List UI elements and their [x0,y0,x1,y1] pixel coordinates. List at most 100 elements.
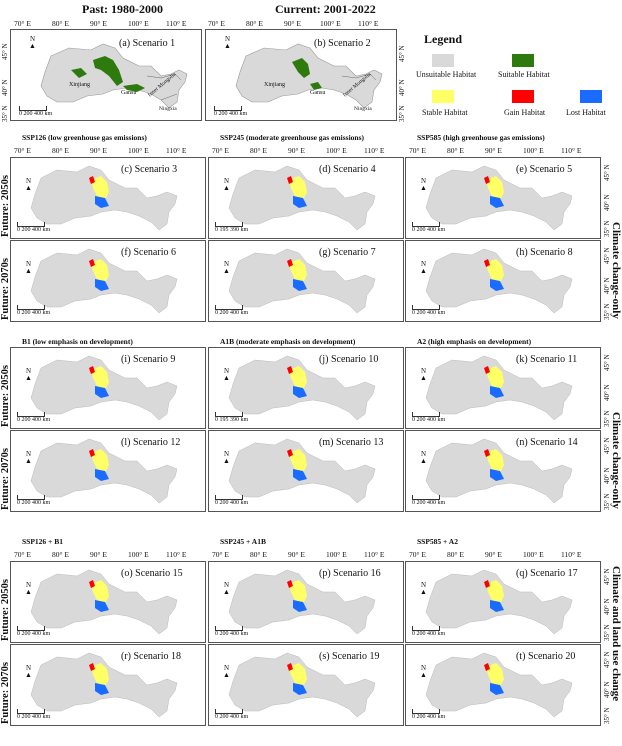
legend-swatch-lost [580,90,602,103]
lat-label: 35° N [398,105,406,122]
scenario-label: (m) Scenario 13 [319,437,384,448]
scale-bar: 0 195 390 km [215,412,248,423]
legend-swatch-stable [432,90,454,103]
map-graphic [30,438,178,504]
lon-label: 80° E [246,19,263,28]
north-arrow-icon: N ▲ [420,581,427,596]
north-arrow-icon: N ▲ [420,367,427,382]
region-gain [89,580,95,588]
legend-title: Legend [424,32,463,46]
north-arrow-icon: N ▲ [25,260,32,275]
scenario-label: (o) Scenario 15 [121,568,183,579]
map-panel-scenario: (i) Scenario 9 N ▲ 0 200 400 km [10,347,206,429]
map-panel-scenario: (f) Scenario 6 N ▲ 0 200 400 km [10,240,206,322]
map-graphic [228,248,376,314]
lon-label: 80° E [250,550,267,559]
region-stable [289,580,307,604]
section-header: SSP585 + A2 [417,537,458,546]
lon-label: 90° E [485,550,502,559]
region-stable [486,449,504,473]
north-arrow-icon: N ▲ [25,367,32,382]
lon-label: 90° E [288,550,305,559]
lon-label: 110° E [166,19,187,28]
map-graphic [228,438,376,504]
lon-label: 90° E [288,146,305,155]
lat-label: 40° N [398,79,406,96]
region-stable [486,580,504,604]
scenario-label: (p) Scenario 16 [319,568,381,579]
map-panel-scenario-1: (a) Scenario 1 Xinjiang Gansu Inner Mong… [10,29,202,121]
legend-swatch-unsuitable [432,54,454,67]
scale-bar: 0 200 400 km [17,495,50,506]
place-label: Ningxia [354,106,372,112]
region-gain [287,663,293,671]
region-gain [484,663,490,671]
region-stable [91,663,109,687]
map-graphic [425,438,573,504]
north-arrow-icon: N ▲ [25,177,32,192]
side-label: Climate change-only [610,412,622,509]
region-gain [89,259,95,267]
region-gain [89,449,95,457]
place-label: Xinjiang [264,82,285,88]
region-stable [91,580,109,604]
lon-label: 110° E [166,146,187,155]
scale-bar: 0 200 400 km [215,495,248,506]
legend-swatch-gain [512,90,534,103]
north-arrow-icon: N ▲ [223,581,230,596]
lon-label: 80° E [447,146,464,155]
lon-label: 100° E [128,550,149,559]
map-panel-scenario: (k) Scenario 11 N ▲ 0 200 400 km [405,347,601,429]
region-gain [89,663,95,671]
lon-label: 80° E [447,550,464,559]
map-panel-scenario: (c) Scenario 3 N ▲ 0 200 400 km [10,157,206,239]
region-gain [484,176,490,184]
scenario-label: (q) Scenario 17 [516,568,578,579]
region-lost [490,196,504,208]
map-panel-scenario: (e) Scenario 5 N ▲ 0 200 400 km [405,157,601,239]
lon-label: 70° E [409,146,426,155]
map-graphic [228,652,376,718]
lon-label: 100° E [523,146,544,155]
lat-label: 45° N [603,164,611,181]
map-graphic [30,652,178,718]
map-graphic [30,355,178,421]
scale-bar: 0 200 400 km [412,222,445,233]
lat-label: 45° N [398,45,406,62]
scenario-label: (n) Scenario 14 [516,437,578,448]
scale-bar: 0 200 400 km [17,626,50,637]
lon-label: 70° E [212,550,229,559]
north-arrow-icon: N ▲ [223,260,230,275]
section-header: SSP245 + A1B [220,537,266,546]
north-arrow-icon: N ▲ [25,581,32,596]
lon-label: 70° E [409,550,426,559]
map-graphic [425,248,573,314]
side-label: Climate and land use change [610,566,622,702]
region-gain [484,259,490,267]
lon-label: 80° E [250,146,267,155]
scale-bar: 0 200 400 km [17,222,50,233]
legend-label-lost: Lost Habitat [566,108,606,117]
region-gain [287,176,293,184]
lon-label: 110° E [561,550,582,559]
lat-label: 35° N [603,707,611,724]
region-stable [289,176,307,200]
map-panel-scenario: (j) Scenario 10 N ▲ 0 195 390 km [208,347,404,429]
lon-label: 90° E [284,19,301,28]
region-stable [91,449,109,473]
map-graphic [235,43,383,109]
scenario-label: (a) Scenario 1 [119,38,176,49]
region-lost [95,469,109,481]
north-arrow-icon: N ▲ [223,177,230,192]
scenario-label: (j) Scenario 10 [319,354,379,365]
region-lost [293,469,307,481]
region-stable [289,366,307,390]
map-graphic [30,569,178,635]
lat-label: 40° N [603,194,611,211]
scale-bar: 0 195 390 km [215,222,248,233]
north-arrow-icon: N ▲ [420,664,427,679]
scenario-label: (t) Scenario 20 [516,651,576,662]
lon-label: 70° E [14,550,31,559]
past-title: Past: 1980-2000 [82,2,163,16]
section-header: A1B (moderate emphasis on development) [220,337,356,346]
